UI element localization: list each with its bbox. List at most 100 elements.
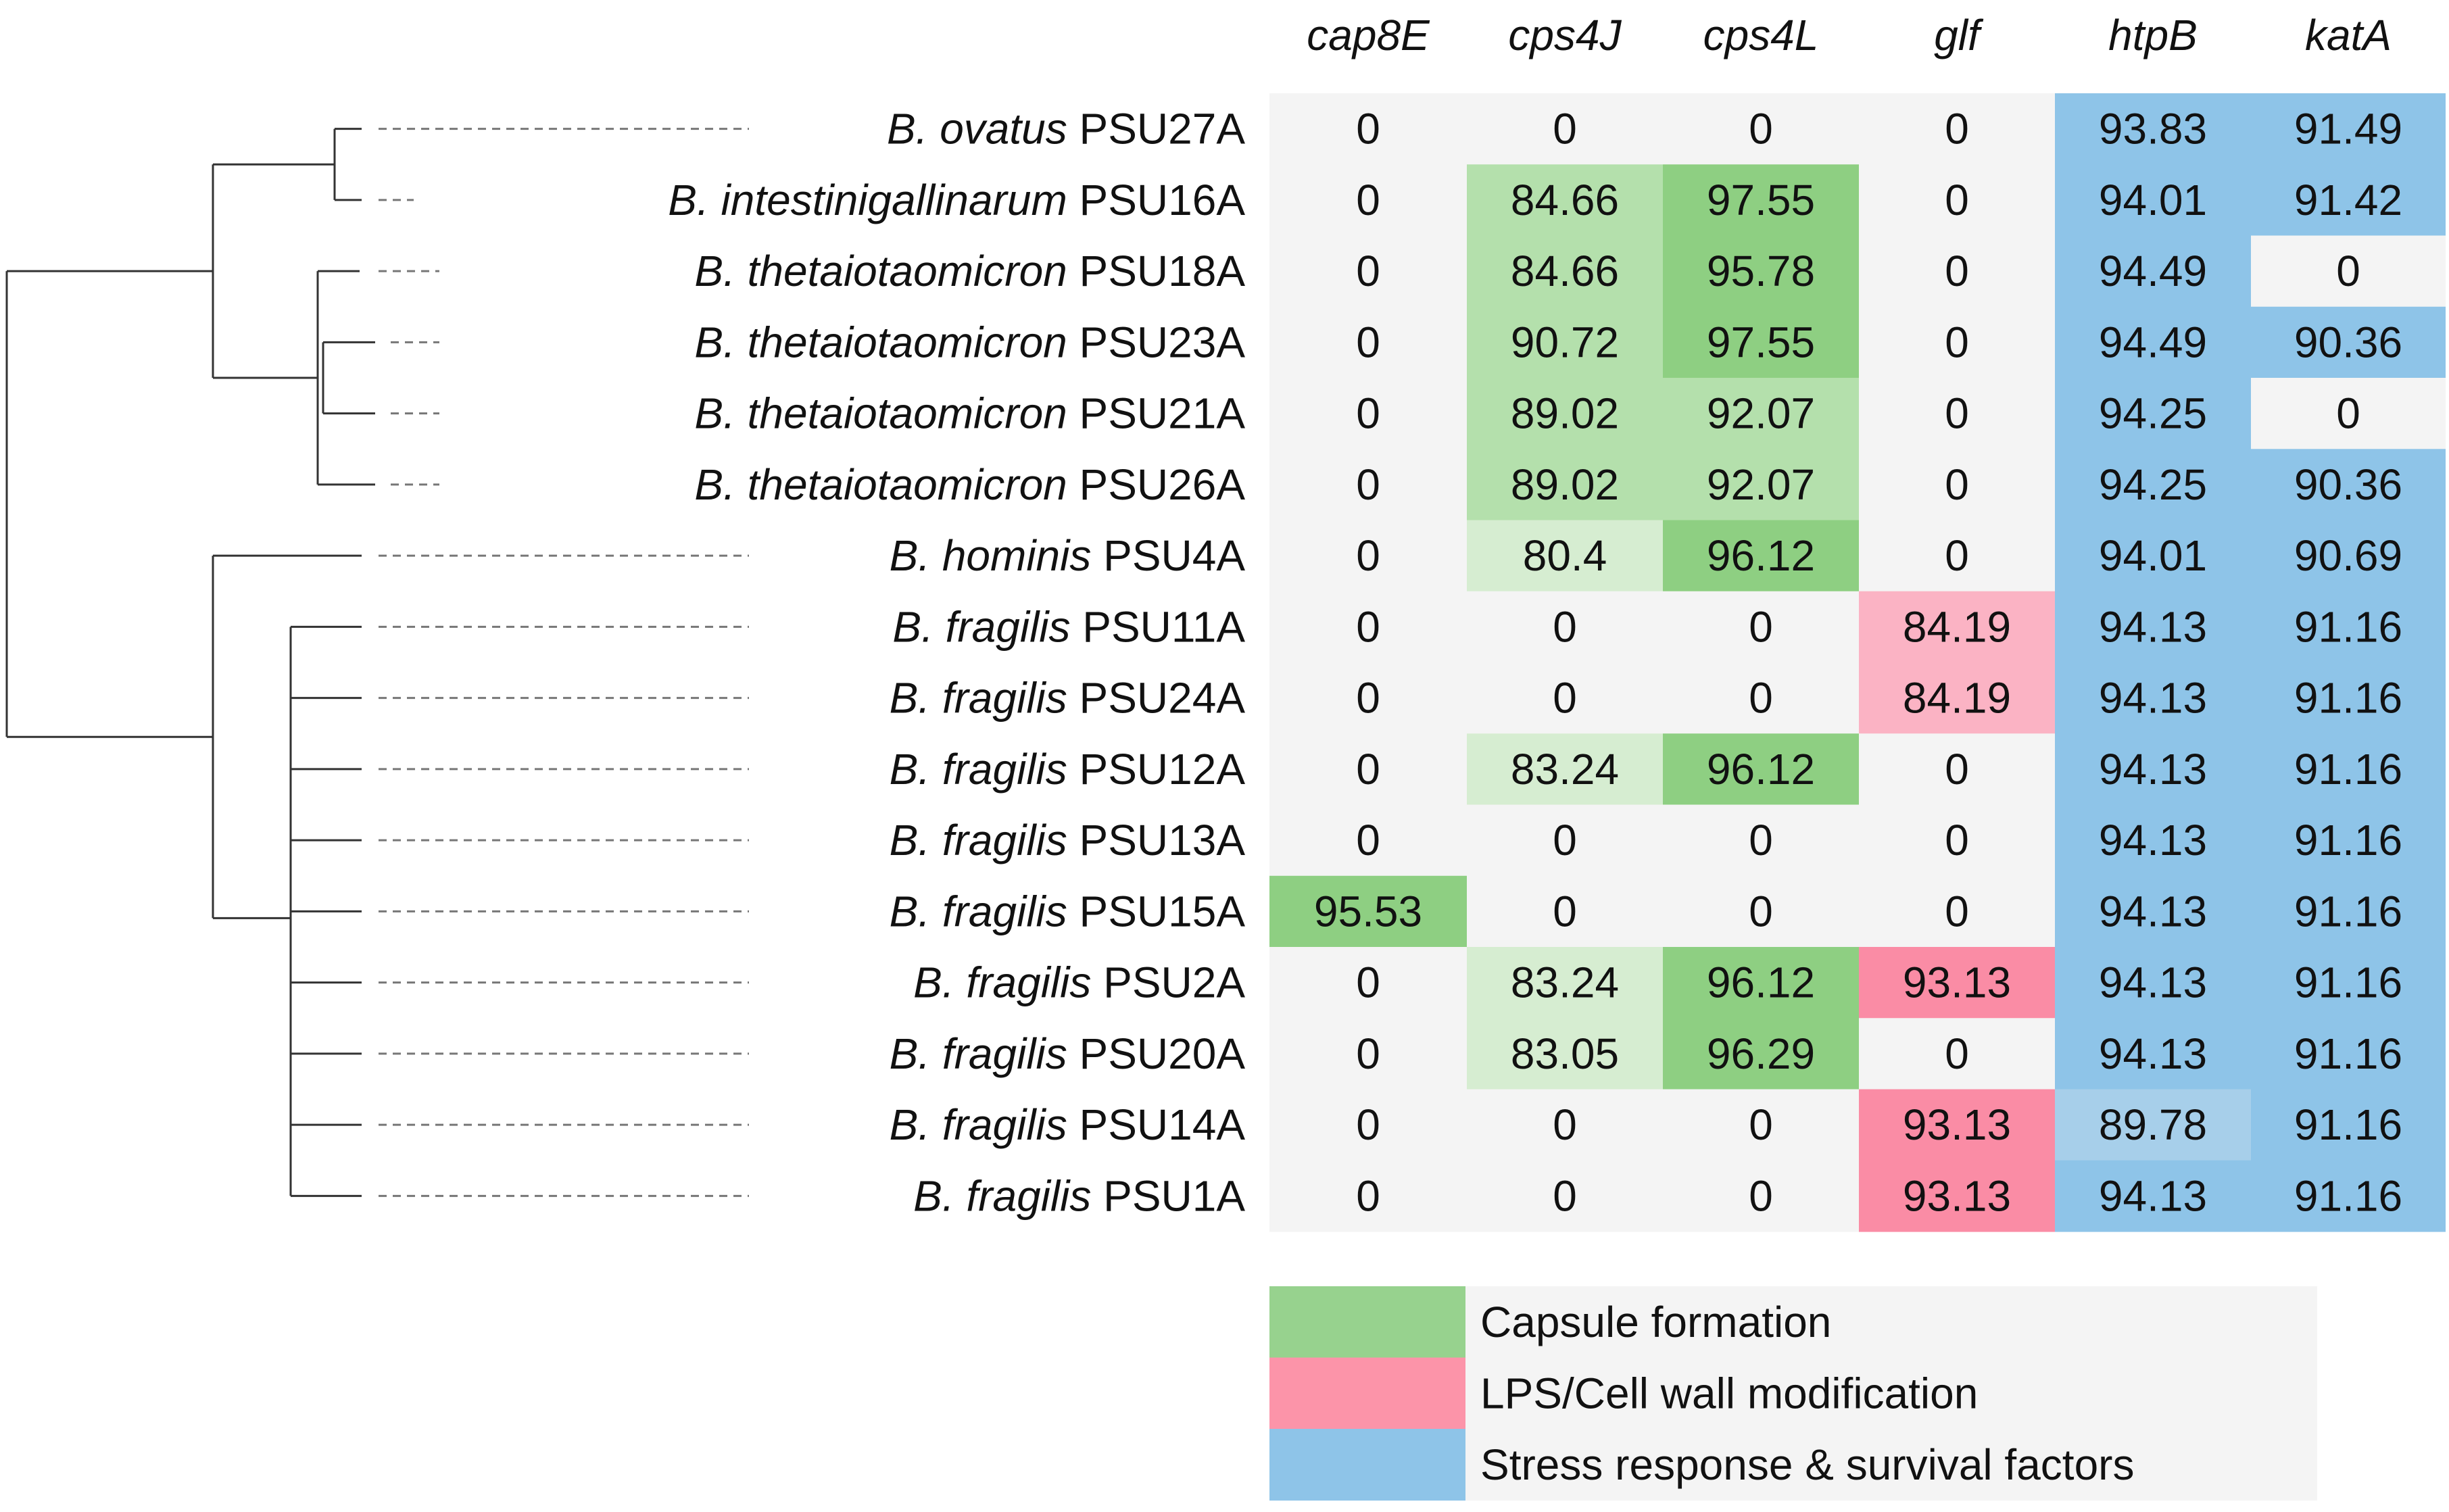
heatmap-cell <box>2055 733 2251 806</box>
heatmap-cell <box>2251 733 2446 806</box>
cell-value: 90.72 <box>1511 318 1619 366</box>
heatmap-cell <box>1859 1018 2055 1090</box>
cell-value: 0 <box>1945 247 1969 295</box>
row-label-species: B. fragilis <box>890 674 1080 723</box>
heatmap-cell <box>2251 947 2446 1019</box>
cell-value: 96.12 <box>1707 745 1815 794</box>
heatmap-cell <box>1269 591 1467 663</box>
cell-value: 0 <box>1356 105 1380 153</box>
cell-value: 0 <box>1749 816 1773 864</box>
heatmap-cell <box>1859 164 2055 237</box>
cell-value: 84.66 <box>1511 247 1619 295</box>
heatmap-cell <box>1859 733 2055 806</box>
row-label-species: B. fragilis <box>913 1171 1103 1220</box>
cell-value: 94.13 <box>2099 958 2207 1007</box>
heatmap-cell <box>2055 804 2251 877</box>
cell-value: 94.13 <box>2099 602 2207 651</box>
row-label: B. thetaiotaomicron PSU21A <box>694 389 1245 438</box>
heatmap-cell <box>1467 662 1663 734</box>
row-label-strain: PSU21A <box>1080 389 1246 438</box>
cell-value: 0 <box>1945 1029 1969 1078</box>
cell-value: 94.01 <box>2099 176 2207 224</box>
heatmap-cell <box>1663 235 1859 308</box>
cell-value: 91.16 <box>2294 745 2402 794</box>
heatmap-cell <box>2251 591 2446 663</box>
row-label-strain: PSU15A <box>1080 887 1246 935</box>
heatmap-cell <box>1663 947 1859 1019</box>
row-label-strain: PSU26A <box>1080 460 1246 509</box>
cell-value: 80.4 <box>1523 531 1607 580</box>
cell-value: 83.24 <box>1511 745 1619 794</box>
heatmap-cell <box>1467 804 1663 877</box>
heatmap-cell <box>1467 1160 1663 1232</box>
cell-value: 0 <box>1553 887 1577 935</box>
heatmap-cell <box>1859 235 2055 308</box>
heatmap-cell <box>1269 804 1467 877</box>
heatmap-cell <box>1269 1018 1467 1090</box>
cell-value: 83.24 <box>1511 958 1619 1007</box>
legend-label: LPS/Cell wall modification <box>1480 1369 1978 1417</box>
cell-value: 90.36 <box>2294 460 2402 509</box>
cell-value: 95.78 <box>1707 247 1815 295</box>
legend-row-background <box>1465 1357 2317 1430</box>
heatmap-cell <box>1467 875 1663 948</box>
cell-value: 94.25 <box>2099 460 2207 509</box>
heatmap-cell <box>1859 520 2055 592</box>
column-header: cps4J <box>1508 11 1622 59</box>
heatmap-cell <box>1467 520 1663 592</box>
column-header: katA <box>2305 11 2392 59</box>
heatmap-cell <box>2251 1089 2446 1161</box>
row-label: B. fragilis PSU2A <box>913 958 1245 1007</box>
row-label: B. fragilis PSU15A <box>890 887 1246 935</box>
heatmap-cell <box>1269 1160 1467 1232</box>
cell-value: 0 <box>1553 816 1577 864</box>
cell-value: 96.29 <box>1707 1029 1815 1078</box>
cell-value: 93.83 <box>2099 105 2207 153</box>
heatmap-cell <box>1467 733 1663 806</box>
legend: Capsule formation LPS/Cell wall modificat… <box>1269 1286 2317 1501</box>
cell-value: 94.13 <box>2099 1171 2207 1220</box>
heatmap-cell <box>1663 733 1859 806</box>
heatmap-cell <box>1269 662 1467 734</box>
cell-value: 94.49 <box>2099 318 2207 366</box>
heatmap-cell <box>1269 520 1467 592</box>
heatmap-cell <box>1859 378 2055 449</box>
row-label: B. fragilis PSU20A <box>890 1029 1246 1078</box>
cell-value: 0 <box>1749 1100 1773 1149</box>
heatmap-cell <box>1859 93 2055 165</box>
cell-value: 91.16 <box>2294 1100 2402 1149</box>
cell-value: 91.16 <box>2294 1171 2402 1220</box>
row-label-species: B. thetaiotaomicron <box>694 318 1079 366</box>
row-label-strain: PSU18A <box>1080 247 1246 295</box>
heatmap-cell <box>2251 164 2446 237</box>
cell-value: 0 <box>1356 247 1380 295</box>
cell-value: 91.16 <box>2294 674 2402 723</box>
heatmap-cell <box>1467 449 1663 521</box>
heatmap-cell <box>1269 378 1467 449</box>
row-label-species: B. ovatus <box>887 105 1080 153</box>
cell-value: 0 <box>1356 531 1380 580</box>
cell-value: 0 <box>1356 1100 1380 1149</box>
cell-value: 91.16 <box>2294 816 2402 864</box>
row-label-strain: PSU16A <box>1080 176 1246 224</box>
cell-value: 0 <box>1356 602 1380 651</box>
heatmap-grid: 0 0 0 0 93.83 91.49 0 84.66 97.55 0 94.01 91.42 0 84.… <box>1269 93 2446 1232</box>
row-label: B. thetaiotaomicron PSU23A <box>694 318 1245 366</box>
cell-value: 89.02 <box>1511 389 1619 438</box>
cell-value: 96.12 <box>1707 958 1815 1007</box>
heatmap-cell <box>1859 947 2055 1019</box>
cell-value: 92.07 <box>1707 460 1815 509</box>
row-label-strain: PSU4A <box>1103 531 1245 580</box>
heatmap-cell <box>1269 235 1467 308</box>
heatmap-cell <box>2055 235 2251 308</box>
heatmap-cell <box>1859 875 2055 948</box>
cell-value: 0 <box>1356 958 1380 1007</box>
row-label: B. fragilis PSU13A <box>890 816 1246 864</box>
heatmap-cell <box>2055 875 2251 948</box>
row-label-species: B. intestinigallinarum <box>668 176 1079 224</box>
cell-value: 94.25 <box>2099 389 2207 438</box>
heatmap-cell <box>1663 306 1859 379</box>
row-label-species: B. fragilis <box>890 1100 1080 1149</box>
cell-value: 0 <box>1945 816 1969 864</box>
heatmap-cell <box>2055 449 2251 521</box>
